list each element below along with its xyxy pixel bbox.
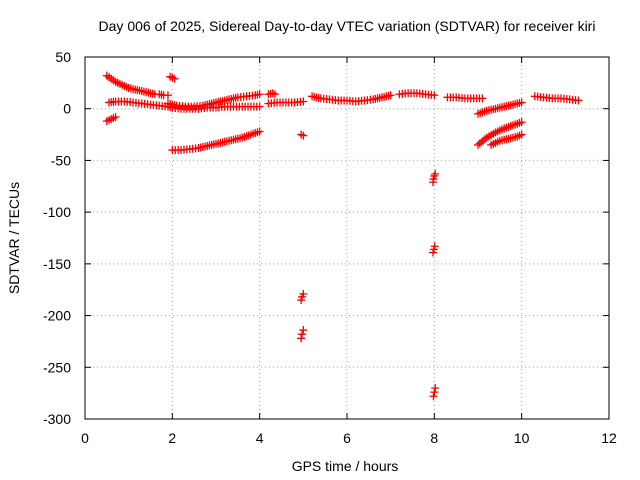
y-tick-label: 0 <box>63 101 71 117</box>
x-tick-label: 10 <box>514 430 530 446</box>
data-point <box>111 112 120 121</box>
data-point <box>170 74 179 83</box>
grid <box>85 57 609 419</box>
data-point <box>431 383 440 392</box>
chart-title: Day 006 of 2025, Sidereal Day-to-day VTE… <box>99 18 596 34</box>
y-tick-label: -200 <box>43 308 71 324</box>
x-tick-label: 4 <box>256 430 264 446</box>
x-axis-tick-labels: 0 2 4 6 8 10 12 <box>81 430 617 446</box>
data-point <box>517 118 526 127</box>
y-axis-label: SDTVAR / TECUs <box>6 182 22 294</box>
series-20 <box>487 130 526 149</box>
y-tick-label: -50 <box>51 152 71 168</box>
data-point <box>299 131 308 140</box>
data-point <box>429 392 438 401</box>
y-tick-label: -150 <box>43 256 71 272</box>
axis-ticks <box>84 56 610 420</box>
data-point <box>270 90 279 99</box>
series-18 <box>474 98 526 118</box>
data-point <box>430 91 439 100</box>
data-point <box>298 330 307 339</box>
series-13 <box>395 89 439 100</box>
data-point <box>255 102 264 111</box>
data-point <box>517 98 526 107</box>
data-point <box>430 242 439 251</box>
y-tick-label: -100 <box>43 204 71 220</box>
y-axis-tick-labels: 50 0 -50 -100 -150 -200 -250 -300 <box>43 49 71 427</box>
data-point <box>517 130 526 139</box>
x-tick-label: 6 <box>343 430 351 446</box>
series-14 <box>429 169 440 187</box>
y-tick-label: -250 <box>43 359 71 375</box>
data-point <box>255 127 264 136</box>
series-12 <box>308 91 395 106</box>
x-tick-label: 0 <box>81 430 89 446</box>
series-5 <box>168 102 264 113</box>
series-3 <box>166 72 179 83</box>
series-6 <box>168 127 264 155</box>
data-point <box>478 94 487 103</box>
series-15 <box>429 242 439 257</box>
x-tick-label: 2 <box>168 430 176 446</box>
series-0 <box>102 71 172 100</box>
data-point <box>255 90 264 99</box>
x-tick-label: 12 <box>601 430 617 446</box>
series-4 <box>163 90 264 111</box>
y-tick-label: -300 <box>43 411 71 427</box>
data-points <box>102 71 583 401</box>
data-point <box>299 326 308 335</box>
y-tick-label: 50 <box>55 49 71 65</box>
data-point <box>574 96 583 105</box>
series-11 <box>297 326 308 343</box>
data-point <box>430 388 439 397</box>
series-19 <box>474 118 526 149</box>
data-point <box>299 289 308 298</box>
series-1 <box>102 112 120 126</box>
data-point <box>163 91 172 100</box>
series-17 <box>443 93 487 103</box>
series-7 <box>264 89 279 99</box>
data-point <box>386 91 395 100</box>
data-point <box>431 169 440 178</box>
data-point <box>297 334 306 343</box>
series-21 <box>530 92 583 105</box>
data-point <box>299 97 308 106</box>
series-16 <box>429 383 440 401</box>
x-axis-label: GPS time / hours <box>292 458 399 474</box>
x-tick-label: 8 <box>430 430 438 446</box>
series-8 <box>264 97 308 108</box>
series-2 <box>105 97 177 112</box>
series-9 <box>297 130 308 140</box>
series-10 <box>297 289 308 305</box>
